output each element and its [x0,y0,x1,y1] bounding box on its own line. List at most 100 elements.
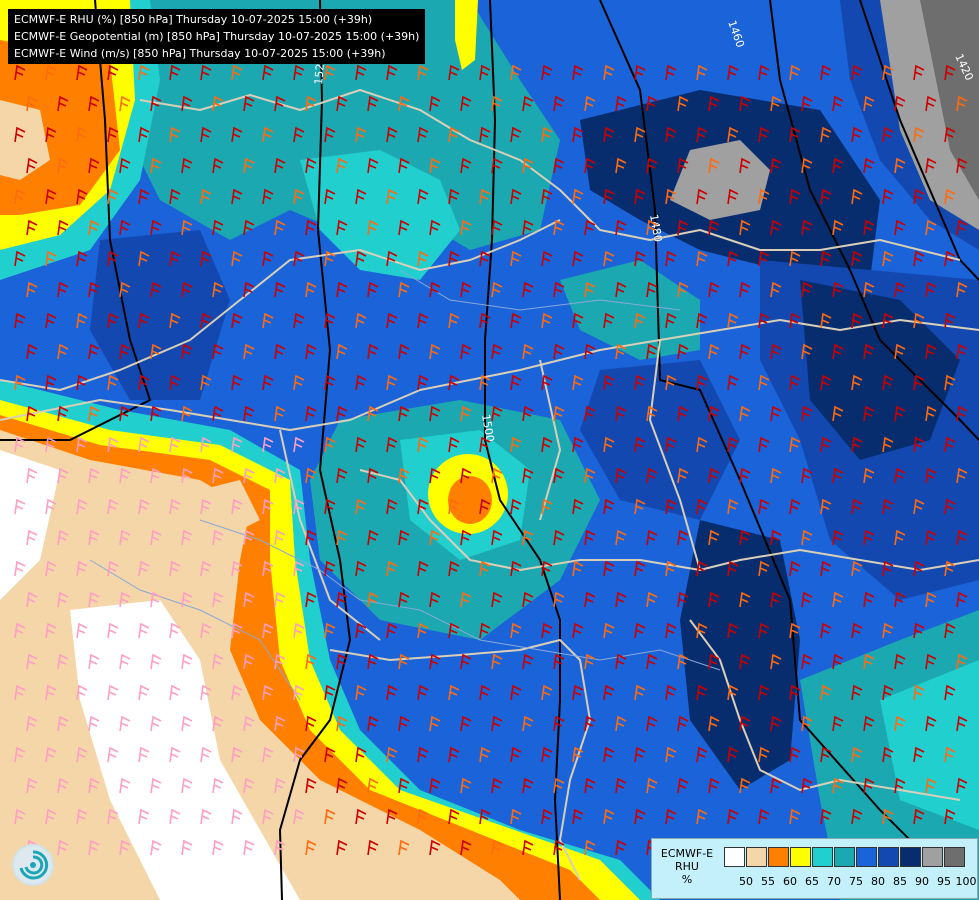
legend-swatch [768,847,789,867]
wind-barb [572,312,584,329]
wind-barb [243,715,255,732]
wind-barb [57,343,69,360]
wind-barb [925,529,937,546]
wind-barb [336,839,348,856]
wind-barb [76,250,88,267]
wind-barb [863,95,875,112]
wind-barb [801,343,813,360]
wind-barb [491,715,503,732]
wind-barb [119,219,131,236]
wind-barb [758,374,770,391]
wind-barb [510,622,522,639]
wind-barb [646,405,658,422]
wind-barb [355,188,367,205]
wind-barb [820,64,832,81]
wind-barb [460,529,472,546]
wind-barb [262,498,274,515]
wind-barb [355,64,367,81]
wind-barb [386,188,398,205]
wind-barb [14,64,26,81]
wind-barb [243,405,255,422]
wind-barb [367,529,379,546]
wind-barb [119,281,131,298]
wind-barb [417,374,429,391]
wind-barb [200,436,212,453]
wind-barb [541,64,553,81]
wind-barb [696,684,708,701]
wind-barb [169,560,181,577]
wind-barb [882,250,894,267]
wind-barb [634,312,646,329]
wind-barb [925,715,937,732]
wind-barb [26,777,38,794]
wind-barb [894,467,906,484]
ecmwf-swirl-logo-icon [12,844,54,886]
wind-barb [336,95,348,112]
wind-barb [386,126,398,143]
wind-barb [572,560,584,577]
wind-barb [789,560,801,577]
wind-barb [541,312,553,329]
wind-barb [553,405,565,422]
wind-barb [324,64,336,81]
wind-barb [851,250,863,267]
wind-barb [851,188,863,205]
wind-barb [429,777,441,794]
wind-barb [45,622,57,639]
legend-title: ECMWF-E RHU % [656,847,718,886]
wind-barb [832,157,844,174]
wind-barb [336,405,348,422]
wind-barb [107,808,119,825]
wind-barb [522,95,534,112]
legend-tick: 55 [761,875,775,888]
legend-tick: 100 [955,875,977,888]
wind-barb [138,560,150,577]
wind-barb [944,560,956,577]
wind-barb [944,808,956,825]
wind-barb [665,560,677,577]
wind-barb [429,591,441,608]
wind-barb [553,95,565,112]
wind-barb [150,715,162,732]
wind-barb [181,95,193,112]
wind-barb [119,591,131,608]
wind-barb [367,777,379,794]
wind-barb [491,343,503,360]
wind-barb [417,126,429,143]
wind-barb [150,343,162,360]
wind-barb [274,95,286,112]
wind-barb [293,374,305,391]
wind-barb [138,808,150,825]
wind-barb [913,498,925,515]
legend-model: ECMWF-E [660,847,714,860]
wind-barb [801,715,813,732]
wind-barb [305,219,317,236]
wind-barb [293,746,305,763]
wind-barb [584,653,596,670]
wind-barb [739,405,751,422]
wind-barb [789,436,801,453]
wind-barb [615,653,627,670]
wind-barb [925,157,937,174]
wind-barb [181,653,193,670]
wind-barb [584,467,596,484]
wind-barb [181,839,193,856]
wind-barb [14,684,26,701]
wind-barb [634,622,646,639]
wind-barb [14,560,26,577]
wind-barb [863,157,875,174]
wind-barb [925,219,937,236]
wind-barb [448,64,460,81]
wind-barb [231,684,243,701]
wind-barb [107,746,119,763]
wind-barb [770,219,782,236]
wind-barb [708,777,720,794]
wind-barb [851,808,863,825]
wind-barb [739,157,751,174]
wind-barb [231,126,243,143]
wind-barb [801,281,813,298]
legend-swatch [724,847,745,867]
wind-barb [429,405,441,422]
wind-barb [634,746,646,763]
